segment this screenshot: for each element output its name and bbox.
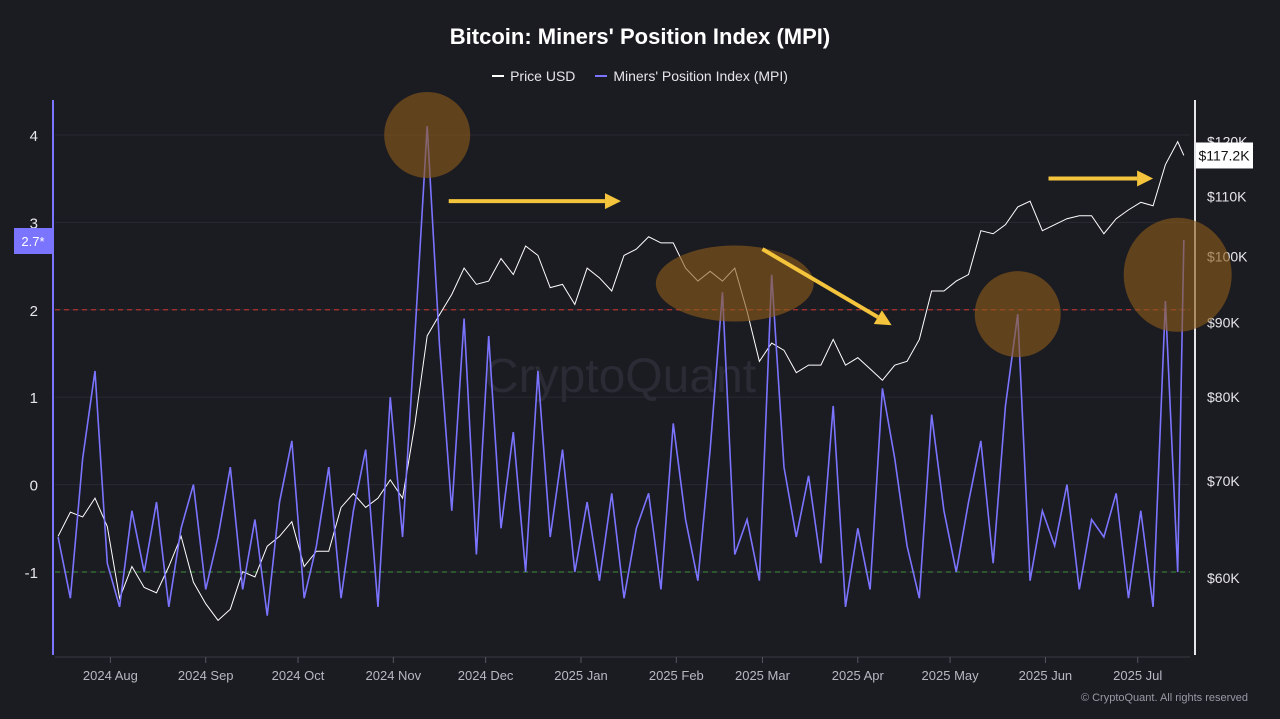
highlight-circle — [974, 271, 1061, 358]
arrow-head — [873, 310, 892, 326]
right-tick-label: $80K — [1207, 389, 1240, 405]
legend-swatch — [595, 75, 608, 77]
left-tick-label: -1 — [25, 565, 38, 582]
current-mpi-badge — [14, 228, 53, 254]
highlight-circle — [384, 91, 471, 178]
price-line — [57, 140, 1185, 622]
copyright: © CryptoQuant. All rights reserved — [1080, 692, 1248, 704]
left-tick-label: 3 — [30, 215, 38, 232]
left-tick-label: 4 — [30, 128, 38, 145]
x-tick-label: 2025 Mar — [735, 668, 791, 683]
legend-label: Price USD — [510, 68, 576, 84]
mpi-line — [57, 126, 1185, 616]
legend-item-mpi[interactable]: Miners' Position Index (MPI) — [595, 68, 788, 84]
left-tick-label: 2 — [30, 303, 38, 320]
x-tick-label: 2024 Sep — [178, 668, 234, 683]
right-tick-label: $60K — [1207, 570, 1240, 586]
current-price-badge — [1196, 142, 1253, 169]
x-tick-label: 2024 Nov — [366, 668, 422, 683]
arrow-head — [1137, 170, 1154, 187]
x-tick-label: 2025 Feb — [649, 668, 704, 683]
highlight-circle — [1123, 217, 1232, 332]
chart-title: Bitcoin: Miners' Position Index (MPI) — [449, 24, 831, 49]
x-tick-label: 2025 Apr — [832, 668, 885, 683]
x-tick-label: 2025 Jun — [1019, 668, 1073, 683]
right-tick-label: $70K — [1207, 473, 1240, 489]
x-tick-label: 2024 Aug — [83, 668, 138, 683]
left-tick-label: 1 — [30, 390, 38, 407]
highlight-circle — [655, 245, 814, 322]
legend: Price USD Miners' Position Index (MPI) — [0, 64, 1280, 84]
legend-swatch — [492, 75, 505, 77]
arrow-head — [604, 193, 621, 210]
right-tick-label: $110K — [1207, 188, 1247, 204]
x-tick-label: 2025 Jan — [554, 668, 608, 683]
legend-item-price[interactable]: Price USD — [492, 68, 575, 84]
watermark: CryptoQuant — [484, 350, 756, 403]
x-tick-label: 2025 Jul — [1113, 668, 1162, 683]
arrow-shaft — [761, 247, 879, 319]
legend-label: Miners' Position Index (MPI) — [613, 68, 788, 84]
current-mpi-label: 2.7* — [21, 234, 44, 249]
right-tick-label: $90K — [1207, 315, 1240, 331]
left-tick-label: 0 — [30, 478, 38, 495]
current-price-label: $117.2K — [1198, 147, 1250, 163]
x-tick-label: 2025 May — [922, 668, 980, 683]
x-tick-label: 2024 Oct — [272, 668, 325, 683]
x-tick-label: 2024 Dec — [458, 668, 514, 683]
